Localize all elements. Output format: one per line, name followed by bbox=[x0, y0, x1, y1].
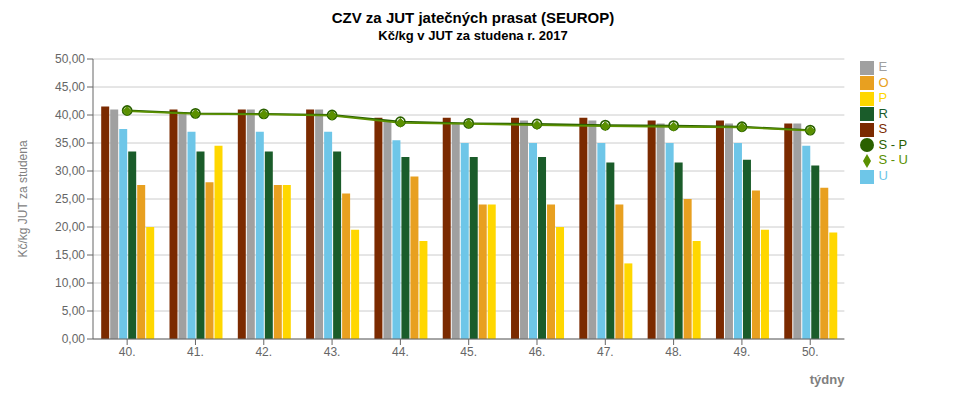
svg-text:0,00: 0,00 bbox=[62, 332, 86, 346]
svg-text:42.: 42. bbox=[255, 345, 272, 359]
html-text:U: U bbox=[878, 167, 888, 183]
html-text:S: S bbox=[878, 121, 887, 137]
svg-text:25,00: 25,00 bbox=[55, 192, 85, 206]
html-text:CZV za JUT jatečných prasat (S: CZV za JUT jatečných prasat (SEUROP) bbox=[331, 9, 615, 26]
svg-text:40.: 40. bbox=[119, 345, 136, 359]
html-text:P: P bbox=[878, 90, 887, 106]
svg-text:49.: 49. bbox=[734, 345, 751, 359]
svg-text:Kč/kg JUT za studena: Kč/kg JUT za studena bbox=[16, 140, 30, 257]
html-text:S - P: S - P bbox=[878, 136, 908, 152]
svg-text:47.: 47. bbox=[597, 345, 614, 359]
svg-text:50,00: 50,00 bbox=[55, 52, 85, 66]
html-text:O: O bbox=[878, 74, 889, 90]
svg-text:43.: 43. bbox=[324, 345, 341, 359]
svg-text:50.: 50. bbox=[802, 345, 819, 359]
html-text:Kč/kg v JUT za studena r. 2017: Kč/kg v JUT za studena r. 2017 bbox=[378, 28, 568, 43]
svg-text:40,00: 40,00 bbox=[55, 108, 85, 122]
svg-text:20,00: 20,00 bbox=[55, 220, 85, 234]
svg-text:30,00: 30,00 bbox=[55, 164, 85, 178]
svg-text:týdny: týdny bbox=[810, 372, 845, 387]
svg-text:45.: 45. bbox=[460, 345, 477, 359]
svg-text:41.: 41. bbox=[187, 345, 204, 359]
svg-text:35,00: 35,00 bbox=[55, 136, 85, 150]
svg-text:44.: 44. bbox=[392, 345, 409, 359]
svg-text:15,00: 15,00 bbox=[55, 248, 85, 262]
svg-text:5,00: 5,00 bbox=[62, 304, 86, 318]
html-text:S - U: S - U bbox=[878, 152, 908, 168]
html-text:E: E bbox=[878, 59, 887, 74]
svg-text:45,00: 45,00 bbox=[55, 80, 85, 94]
svg-text:48.: 48. bbox=[665, 345, 682, 359]
html-text:R: R bbox=[878, 105, 888, 121]
svg-text:10,00: 10,00 bbox=[55, 276, 85, 290]
svg-text:46.: 46. bbox=[529, 345, 546, 359]
